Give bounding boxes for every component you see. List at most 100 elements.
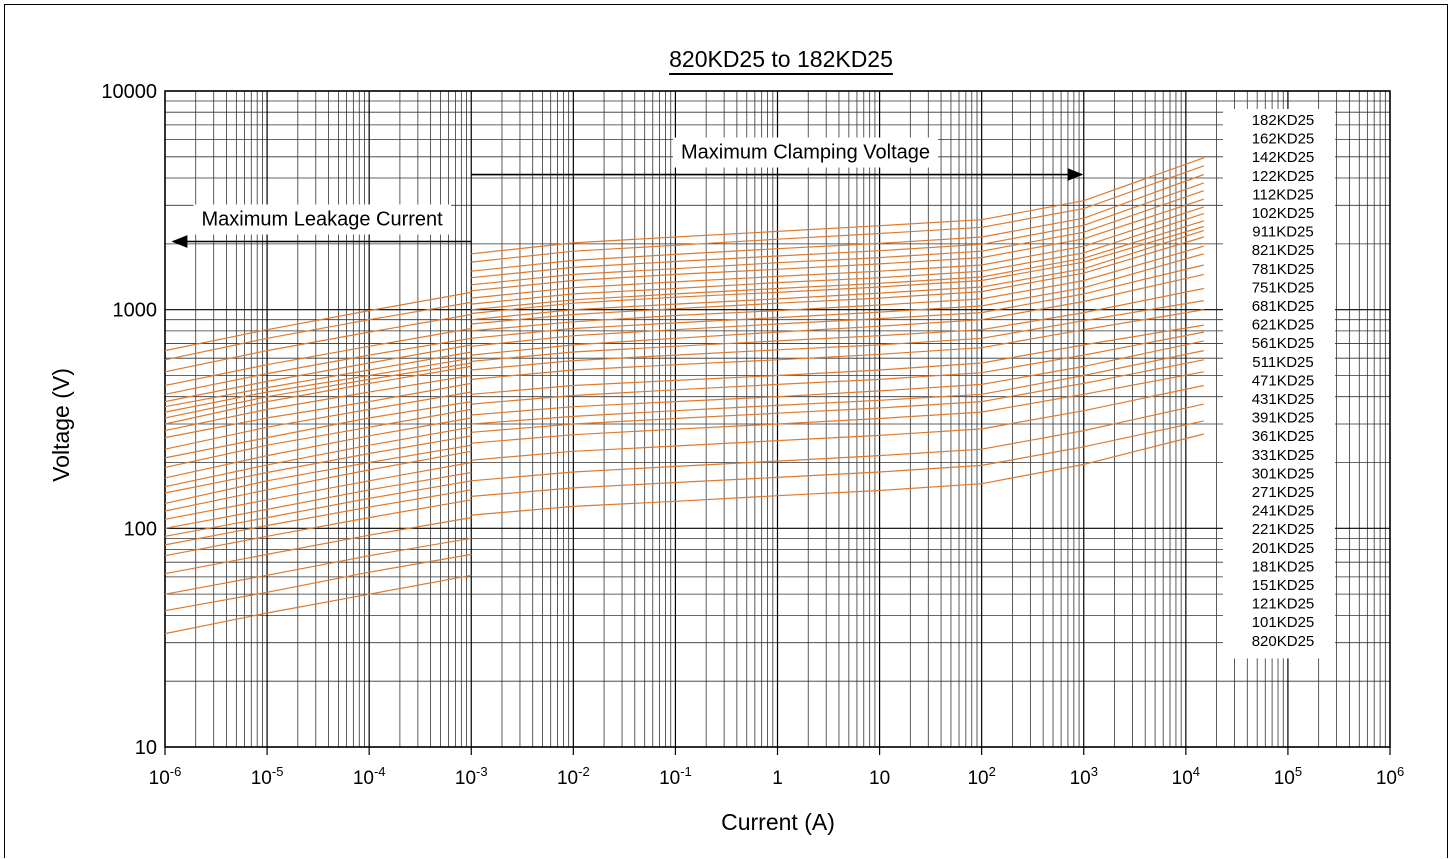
series-line-clamping-201KD25: [471, 359, 1204, 433]
series-line-clamping-142KD25: [471, 173, 1205, 272]
legend-entry: 391KD25: [1252, 410, 1315, 427]
series-line-clamping-102KD25: [471, 198, 1204, 292]
series-line-clamping-511KD25: [471, 253, 1204, 339]
series-line-clamping-121KD25: [471, 403, 1204, 482]
series-line-leakage-511KD25: [164, 401, 472, 459]
series-line-clamping-101KD25: [471, 420, 1204, 497]
series-line-clamping-471KD25: [471, 264, 1204, 347]
legend-entry: 271KD25: [1252, 484, 1315, 501]
legend-entry: 142KD25: [1252, 149, 1315, 166]
y-tick-label: 1000: [113, 300, 158, 322]
y-axis-label: Voltage (V): [48, 368, 74, 482]
series-line-leakage-241KD25: [164, 471, 472, 529]
series-line-leakage-471KD25: [164, 408, 472, 468]
series-line-leakage-112KD25: [164, 337, 472, 395]
series-line-leakage-431KD25: [164, 417, 472, 479]
series-line-clamping-621KD25: [471, 236, 1204, 325]
legend-entry: 781KD25: [1252, 261, 1315, 278]
series-line-clamping-820KD25: [471, 433, 1204, 516]
series-line-clamping-331KD25: [471, 309, 1204, 380]
series-line-clamping-221KD25: [471, 350, 1204, 425]
series-line-clamping-821KD25: [471, 213, 1204, 305]
legend-entry: 431KD25: [1252, 391, 1315, 408]
x-tick-label: 10-5: [251, 764, 284, 789]
series-line-leakage-122KD25: [164, 327, 472, 387]
series-line-clamping-361KD25: [471, 300, 1204, 371]
legend-entry: 162KD25: [1252, 131, 1315, 148]
series-line-leakage-201KD25: [164, 489, 472, 546]
x-tick-label: 10-4: [353, 764, 386, 789]
series-line-leakage-751KD25: [164, 365, 472, 425]
axis-layer: 10-6 10-5 10-4 10-3 10-2 10-1 1 10 102 103 104 105 1…: [101, 81, 1404, 789]
x-tick-label: 10: [869, 768, 890, 789]
x-tick-label: 10-1: [659, 764, 692, 789]
series-line-leakage-102KD25: [164, 344, 472, 403]
series-line-clamping-681KD25: [471, 230, 1204, 321]
series-line-leakage-331KD25: [164, 444, 472, 504]
series-line-leakage-911KD25: [164, 351, 472, 408]
series-line-leakage-361KD25: [164, 435, 472, 494]
series-line-clamping-301KD25: [471, 324, 1204, 395]
legend-entry: 621KD25: [1252, 317, 1315, 334]
series-line-clamping-911KD25: [471, 206, 1204, 299]
legend-entry: 121KD25: [1252, 596, 1315, 613]
legend-entry: 221KD25: [1252, 521, 1315, 538]
legend-entry: 301KD25: [1252, 465, 1315, 482]
series-line-leakage-162KD25: [164, 301, 472, 361]
y-tick-label: 100: [124, 518, 157, 540]
series-line-leakage-221KD25: [164, 480, 472, 537]
series-line-leakage-681KD25: [164, 374, 472, 432]
y-tick-label: 10000: [101, 81, 157, 103]
legend-entry: 241KD25: [1252, 503, 1315, 520]
annotation-layer: Maximum Leakage Current Maximum Clamping …: [171, 137, 1084, 248]
annotation-label: Maximum Leakage Current: [202, 208, 444, 230]
legend-entry: 751KD25: [1252, 279, 1315, 296]
series-line-leakage-391KD25: [164, 426, 472, 488]
legend-entry: 122KD25: [1252, 168, 1315, 185]
x-tick-label: 1: [772, 768, 783, 789]
series-line-leakage-621KD25: [164, 382, 472, 439]
annotation-label-background: [193, 204, 452, 235]
series-line-clamping-182KD25: [471, 157, 1205, 255]
series-line-clamping-122KD25: [471, 182, 1204, 279]
series-line-leakage-301KD25: [164, 450, 472, 512]
legend-box: [1223, 109, 1335, 659]
x-tick-label: 106: [1376, 764, 1404, 789]
legend-entry: 820KD25: [1252, 633, 1315, 650]
x-axis-label: Current (A): [721, 809, 835, 835]
plot-border: [164, 90, 1391, 748]
x-tick-label: 10-6: [149, 764, 182, 789]
series-line-leakage-121KD25: [164, 537, 472, 595]
legend-entry: 181KD25: [1252, 558, 1315, 575]
series-line-clamping-112KD25: [471, 190, 1204, 286]
x-tick-label: 103: [1070, 764, 1098, 789]
legend-entry: 151KD25: [1252, 577, 1315, 594]
series-line-leakage-182KD25: [164, 291, 472, 352]
legend-entry: 182KD25: [1252, 112, 1315, 129]
x-tick-label: 10-3: [455, 764, 488, 789]
legend-entry: 471KD25: [1252, 372, 1315, 389]
series-line-leakage-271KD25: [164, 461, 472, 520]
series-line-leakage-561KD25: [164, 391, 472, 450]
legend-entry: 681KD25: [1252, 298, 1315, 315]
series-line-clamping-431KD25: [471, 273, 1204, 356]
annotation-label: Maximum Clamping Voltage: [681, 142, 930, 164]
series-line-clamping-391KD25: [471, 287, 1204, 362]
annotation-label-background: [673, 137, 938, 168]
series-line-clamping-561KD25: [471, 245, 1204, 332]
legend-entry: 561KD25: [1252, 335, 1315, 352]
x-tick-label: 105: [1274, 764, 1302, 789]
series-line-leakage-821KD25: [164, 357, 472, 413]
y-tick-label: 10: [135, 737, 157, 759]
chart-frame: 182KD25 162KD25 142KD25 122KD25 112KD25 102KD…: [4, 4, 1448, 858]
grid-layer: [164, 90, 1391, 755]
legend-entry: 361KD25: [1252, 428, 1315, 445]
legend-entry: 821KD25: [1252, 242, 1315, 259]
series-line-leakage-101KD25: [164, 553, 472, 612]
series-line-clamping-271KD25: [471, 331, 1204, 405]
legend-entry: 101KD25: [1252, 614, 1315, 631]
x-tick-label: 104: [1172, 764, 1200, 789]
legend-entry: 112KD25: [1252, 186, 1313, 203]
